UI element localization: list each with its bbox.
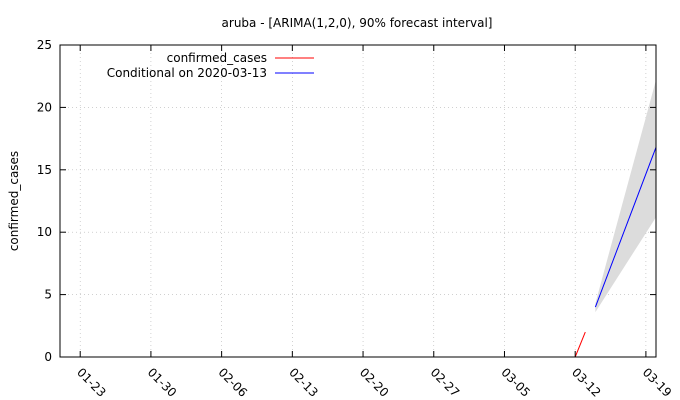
x-tick-label: 01-23	[74, 365, 109, 400]
y-axis-label: confirmed_cases	[7, 151, 21, 251]
x-axis: 01-23 01-30 02-06 02-13 02-20 02-27 03-05 03-12…	[74, 45, 674, 400]
x-tick-label: 01-30	[145, 365, 180, 400]
x-tick-label: 02-20	[357, 365, 392, 400]
y-tick-label: 10	[37, 225, 52, 239]
x-tick-label: 02-13	[286, 365, 321, 400]
x-tick-label: 02-27	[428, 365, 463, 400]
y-tick-label: 25	[37, 38, 52, 52]
x-tick-label: 03-05	[498, 365, 533, 400]
grid	[60, 45, 656, 357]
y-tick-label: 15	[37, 163, 52, 177]
legend-label: Conditional on 2020-03-13	[107, 66, 267, 80]
x-tick-label: 02-06	[216, 365, 251, 400]
series-lines	[574, 147, 657, 358]
y-tick-label: 20	[37, 100, 52, 114]
y-tick-label: 5	[44, 288, 52, 302]
series-line	[594, 147, 657, 308]
forecast-interval-band	[595, 79, 656, 313]
forecast-interval-layer	[595, 79, 656, 313]
plot-frame	[59, 44, 657, 358]
y-axis: 0 5 10 15 20 25	[37, 38, 656, 364]
x-tick-label: 03-12	[569, 365, 604, 400]
y-tick-label: 0	[44, 350, 52, 364]
chart-title: aruba - [ARIMA(1,2,0), 90% forecast inte…	[222, 16, 493, 30]
legend-label: confirmed_cases	[167, 51, 267, 65]
series-line	[574, 331, 586, 358]
x-tick-label: 03-19	[640, 365, 675, 400]
